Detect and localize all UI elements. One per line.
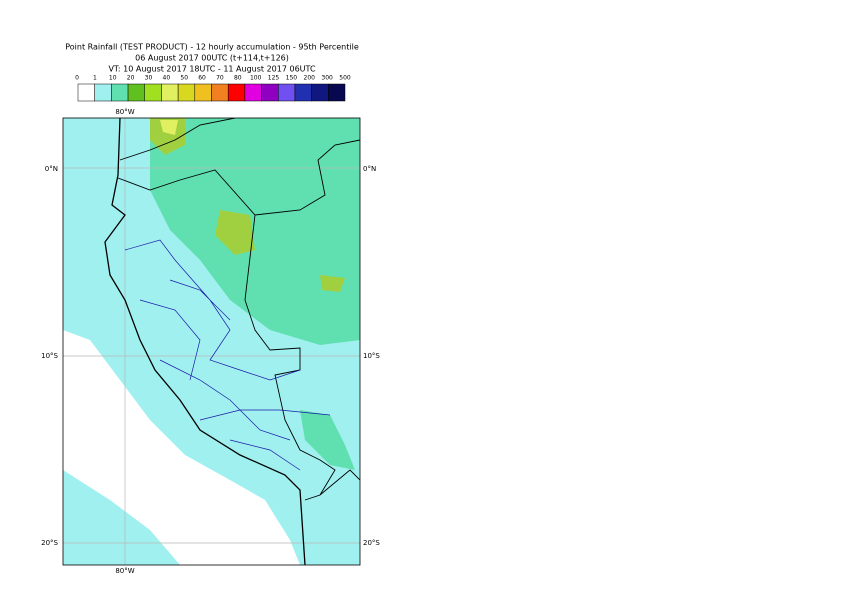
legend-swatch [177,83,196,102]
lat-labels: 0°N 10°S 20°S 0°N 10°S 20°S [41,165,380,547]
legend-label: 20 [127,75,135,82]
rain-field [63,470,180,565]
legend-label: 1 [93,75,97,82]
legend-label: 300 [321,75,333,82]
lat-label: 10°S [363,352,380,360]
legend-label: 70 [216,75,224,82]
subtitle: VT: 10 August 2017 18UTC - 11 August 201… [108,65,316,74]
rain-field [215,210,255,255]
lat-label: 20°S [363,539,380,547]
legend-label: 150 [286,75,298,82]
title: Point Rainfall (TEST PRODUCT) - 12 hourl… [65,43,359,52]
legend-label: 100 [250,75,262,82]
legend-swatch [227,83,246,102]
legend-label: 125 [268,75,280,82]
lat-label: 0°N [45,165,58,173]
legend-label: 40 [163,75,171,82]
legend-swatch [194,83,212,102]
dry-area [63,330,300,565]
legend-label: 80 [234,75,242,82]
lat-label: 0°N [363,165,376,173]
legend-swatch [244,83,262,102]
legend-swatch [261,83,279,102]
legend-swatch [311,83,329,102]
legend-swatch [127,83,145,102]
rain-field [320,275,345,292]
map [62,117,361,566]
legend-label: 200 [304,75,316,82]
legend-swatch [77,83,95,102]
legend-label: 500 [339,75,351,82]
grid-line [63,118,360,565]
legend-label: 50 [180,75,188,82]
subtitle: 06 August 2017 00UTC (t+114,t+126) [135,54,289,63]
rain-field [300,410,355,470]
legend-swatch [161,83,179,102]
legend-swatch [294,83,312,102]
legend-label: 0 [75,75,79,82]
legend-label: 30 [145,75,153,82]
legend-swatch [278,83,296,102]
legend-swatch [144,83,162,102]
rain-field [160,120,178,135]
region-border [124,239,331,471]
legend: 0 1 10 20 30 40 50 60 70 80 100 125 150 200 300 500 [75,75,351,102]
legend-label: 60 [198,75,206,82]
lat-label: 20°S [41,539,58,547]
legend-swatch [94,83,112,102]
legend-swatch [328,83,346,102]
lon-label: 80°W [115,567,134,575]
lat-label: 10°S [41,352,58,360]
coastline [104,118,306,565]
map-frame [62,117,361,566]
country-border [117,118,360,501]
rain-field [150,118,360,345]
lon-label: 80°W [115,108,134,116]
legend-swatch [211,83,229,102]
legend-swatch [111,83,129,102]
legend-label: 10 [109,75,117,82]
